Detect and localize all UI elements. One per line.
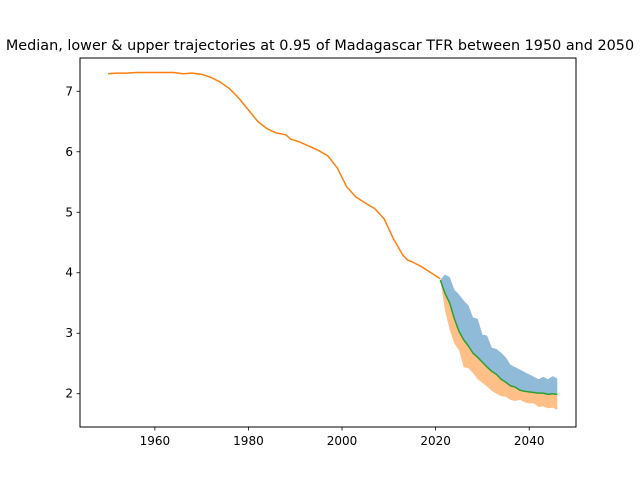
median-line bbox=[439, 279, 558, 396]
x-tick-label: 2040 bbox=[514, 434, 545, 448]
y-tick-label: 5 bbox=[65, 205, 73, 219]
plot-frame bbox=[79, 57, 577, 428]
y-tick-label: 6 bbox=[65, 145, 73, 159]
axes: 1960 1980 2000 2020 2040 2 3 4 5 6 7 bbox=[65, 84, 544, 448]
plot-area bbox=[108, 71, 558, 411]
upper-band bbox=[440, 274, 558, 395]
chart-title: Median, lower & upper trajectories at 0.… bbox=[6, 38, 634, 54]
y-tick-label: 3 bbox=[65, 326, 73, 340]
lower-band bbox=[440, 280, 558, 411]
y-tick-label: 2 bbox=[65, 387, 73, 401]
x-tick-label: 1980 bbox=[233, 434, 264, 448]
x-tick-label: 1960 bbox=[140, 434, 171, 448]
y-tick-label: 7 bbox=[65, 84, 73, 98]
y-tick-label: 4 bbox=[65, 266, 73, 280]
x-tick-label: 2000 bbox=[327, 434, 358, 448]
history-line bbox=[108, 71, 441, 280]
x-tick-label: 2020 bbox=[420, 434, 451, 448]
